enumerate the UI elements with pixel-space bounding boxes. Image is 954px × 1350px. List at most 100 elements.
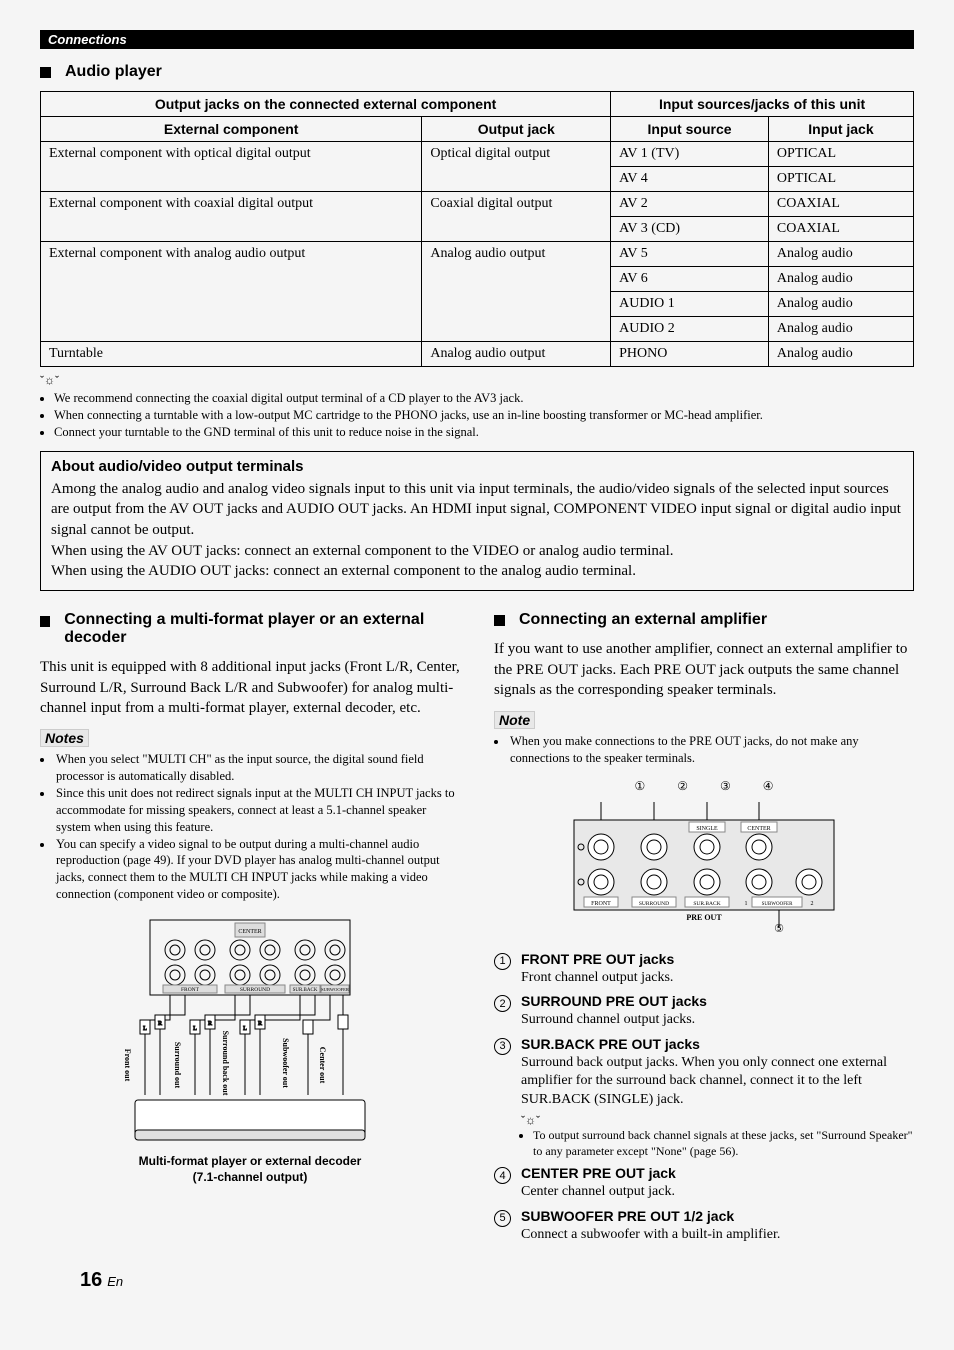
right-body: If you want to use another amplifier, co…	[494, 639, 914, 701]
td: Analog audio	[768, 342, 913, 367]
svg-text:FRONT: FRONT	[591, 901, 611, 907]
td: AV 6	[611, 267, 769, 292]
num-circle-icon: 4	[494, 1167, 511, 1184]
td: Analog audio output	[422, 242, 611, 342]
item-title: CENTER PRE OUT jack	[521, 1165, 914, 1181]
item-title: SUBWOOFER PRE OUT 1/2 jack	[521, 1208, 914, 1224]
heading-text: Connecting a multi-format player or an e…	[64, 611, 460, 647]
diagram-caption: Multi-format player or external decoder …	[40, 1154, 460, 1185]
right-column: Connecting an external amplifier If you …	[494, 611, 914, 1250]
num-circle-icon: 2	[494, 995, 511, 1012]
svg-text:SINGLE: SINGLE	[696, 826, 718, 832]
note-item: When you select "MULTI CH" as the input …	[54, 751, 460, 785]
svg-text:CENTER: CENTER	[747, 826, 770, 832]
left-notes-list: When you select "MULTI CH" as the input …	[40, 751, 460, 903]
th-src: Input source	[611, 117, 769, 142]
td: AUDIO 1	[611, 292, 769, 317]
tip-item: We recommend connecting the coaxial digi…	[54, 390, 914, 407]
tip-item: To output surround back channel signals …	[533, 1128, 914, 1159]
th-in: Input jack	[768, 117, 913, 142]
left-column: Connecting a multi-format player or an e…	[40, 611, 460, 1250]
tips-list: We recommend connecting the coaxial digi…	[40, 390, 914, 441]
callout-1: ①	[634, 779, 645, 794]
td: Analog audio	[768, 317, 913, 342]
tip-item: When connecting a turntable with a low-o…	[54, 407, 914, 424]
num-circle-icon: 1	[494, 953, 511, 970]
td: Optical digital output	[422, 142, 611, 192]
tip-item: Connect your turntable to the GND termin…	[54, 424, 914, 441]
td: COAXIAL	[768, 192, 913, 217]
square-bullet-icon	[494, 615, 505, 626]
td: External component with coaxial digital …	[41, 192, 422, 242]
section-bar: Connections	[40, 30, 914, 49]
square-bullet-icon	[40, 67, 51, 78]
item-2: 2 SURROUND PRE OUT jacks Surround channe…	[494, 993, 914, 1029]
td: External component with optical digital …	[41, 142, 422, 192]
right-note-list: When you make connections to the PRE OUT…	[494, 733, 914, 767]
left-body: This unit is equipped with 8 additional …	[40, 657, 460, 719]
about-p1: Among the analog audio and analog video …	[51, 479, 903, 541]
svg-text:SUBWOOFER: SUBWOOFER	[321, 987, 349, 992]
svg-text:R: R	[208, 1021, 212, 1027]
td: AV 5	[611, 242, 769, 267]
item-body: Surround back output jacks. When you onl…	[521, 1054, 914, 1109]
td: Analog audio	[768, 292, 913, 317]
heading-multiformat: Connecting a multi-format player or an e…	[40, 611, 460, 647]
svg-text:SUBWOOFER: SUBWOOFER	[762, 902, 794, 907]
td: AUDIO 2	[611, 317, 769, 342]
item-title: SURROUND PRE OUT jacks	[521, 993, 914, 1009]
td: Analog audio	[768, 267, 913, 292]
item-body: Connect a subwoofer with a built-in ampl…	[521, 1226, 914, 1244]
svg-text:R: R	[158, 1021, 162, 1027]
item-3: 3 SUR.BACK PRE OUT jacks Surround back o…	[494, 1036, 914, 1160]
svg-text:L: L	[193, 1026, 197, 1032]
preout-diagram: SINGLE CENTER	[554, 802, 854, 937]
callout-4: ④	[763, 779, 774, 794]
td: PHONO	[611, 342, 769, 367]
page-number: 16 En	[80, 1269, 123, 1292]
about-title: About audio/video output terminals	[51, 458, 903, 475]
svg-text:R: R	[258, 1021, 262, 1027]
about-p3: When using the AUDIO OUT jacks: connect …	[51, 561, 903, 582]
svg-text:SURROUND: SURROUND	[240, 987, 270, 993]
callouts-row: ① ② ③ ④	[494, 779, 914, 794]
note-item: When you make connections to the PRE OUT…	[508, 733, 914, 767]
th-out: Output jack	[422, 117, 611, 142]
item-body: Surround channel output jacks.	[521, 1011, 914, 1029]
note-item: Since this unit does not redirect signal…	[54, 785, 460, 836]
item-body: Front channel output jacks.	[521, 969, 914, 987]
two-column-section: Connecting a multi-format player or an e…	[40, 611, 914, 1250]
item-4: 4 CENTER PRE OUT jack Center channel out…	[494, 1165, 914, 1201]
svg-text:Surround back out: Surround back out	[221, 1031, 230, 1096]
svg-text:SURROUND: SURROUND	[639, 901, 669, 907]
td: Analog audio output	[422, 342, 611, 367]
svg-text:Subwoofer out: Subwoofer out	[281, 1038, 290, 1088]
about-p2: When using the AV OUT jacks: connect an …	[51, 541, 903, 562]
heading-ext-amp: Connecting an external amplifier	[494, 611, 914, 629]
svg-text:Front out: Front out	[125, 1049, 132, 1082]
svg-text:L: L	[143, 1026, 147, 1032]
svg-text:Center out: Center out	[318, 1047, 327, 1084]
preout-items: 1 FRONT PRE OUT jacks Front channel outp…	[494, 951, 914, 1244]
about-box: About audio/video output terminals Among…	[40, 451, 914, 591]
multiformat-diagram: CENTER	[125, 915, 375, 1148]
svg-text:1: 1	[745, 901, 748, 907]
td: AV 4	[611, 167, 769, 192]
svg-text:⑤: ⑤	[774, 923, 784, 932]
svg-text:SUR.BACK: SUR.BACK	[693, 901, 720, 907]
note-item: You can specify a video signal to be out…	[54, 836, 460, 904]
item-5: 5 SUBWOOFER PRE OUT 1/2 jack Connect a s…	[494, 1208, 914, 1244]
td: Analog audio	[768, 242, 913, 267]
td: AV 1 (TV)	[611, 142, 769, 167]
svg-text:Surround out: Surround out	[173, 1042, 182, 1089]
square-bullet-icon	[40, 616, 50, 627]
td: OPTICAL	[768, 142, 913, 167]
svg-text:PRE OUT: PRE OUT	[686, 913, 722, 922]
callout-3: ③	[720, 779, 731, 794]
num-circle-icon: 3	[494, 1038, 511, 1055]
td: Coaxial digital output	[422, 192, 611, 242]
svg-text:L: L	[243, 1026, 247, 1032]
th-group-output: Output jacks on the connected external c…	[41, 92, 611, 117]
item-1: 1 FRONT PRE OUT jacks Front channel outp…	[494, 951, 914, 987]
td: AV 2	[611, 192, 769, 217]
